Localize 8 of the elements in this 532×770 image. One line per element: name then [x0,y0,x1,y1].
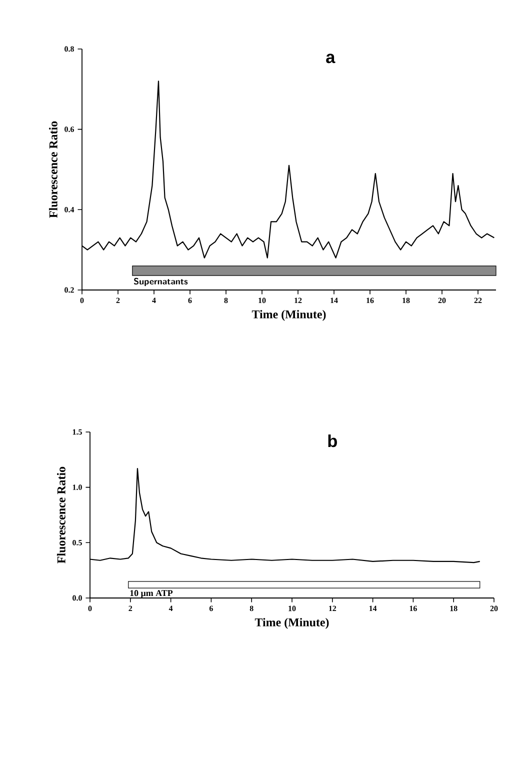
band-label: 10 μm ATP [130,590,173,598]
x-axis-title: Time (Minute) [254,618,329,629]
chart-title: b [328,434,337,448]
y-axis-title: Fluorescence Ratio [56,466,66,564]
y-axis-title: Fluorescence Ratio [48,121,58,218]
x-axis-title: Time (Minute) [252,310,326,321]
band-label: Supernatants [134,278,188,286]
chart-title: a [326,54,336,64]
